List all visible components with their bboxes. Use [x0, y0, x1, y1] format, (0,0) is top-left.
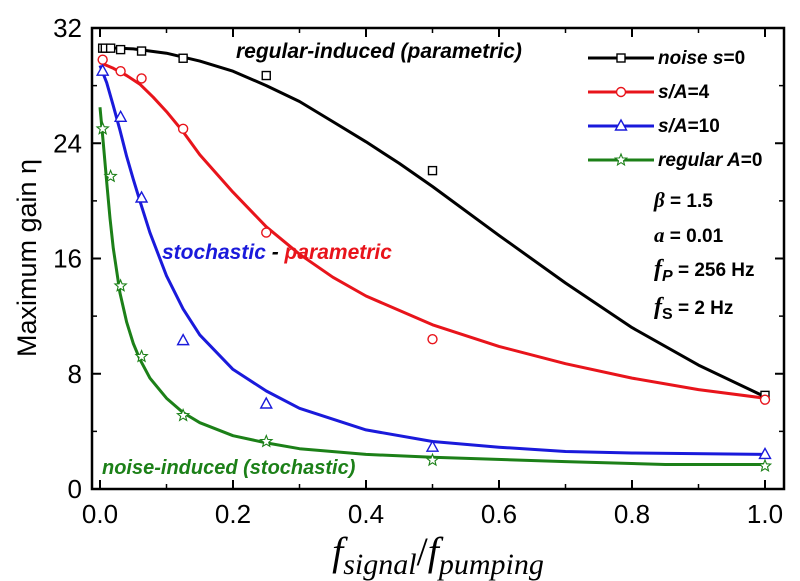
x-tick-label: 0.0 — [82, 499, 118, 529]
y-tick-label: 16 — [53, 244, 82, 274]
parameter-line: fS = 2 Hz — [654, 294, 733, 323]
data-point-3 — [103, 168, 118, 183]
y-tick-label: 32 — [53, 13, 82, 43]
legend-marker — [614, 118, 628, 131]
data-point-3 — [757, 458, 773, 472]
legend: noise s=0 s/A=4 s/A=10 regular A=0 — [588, 48, 762, 171]
annotation-noise-induced: noise-induced (stochastic) — [102, 457, 356, 479]
data-point-1 — [115, 66, 126, 77]
y-tick-label: 24 — [53, 128, 82, 158]
y-tick-label: 8 — [68, 359, 82, 389]
data-point-0 — [115, 44, 126, 55]
data-point-2 — [425, 439, 440, 452]
legend-marker — [615, 86, 627, 98]
annotation-regular-induced: regular-induced (parametric) — [236, 40, 522, 63]
parameter-line: a = 0.01 — [654, 223, 724, 247]
data-point-2 — [259, 396, 273, 409]
data-point-0 — [136, 46, 147, 56]
annotation-stochastic-parametric: stochastic - parametric — [162, 241, 392, 264]
data-point-1 — [136, 73, 147, 84]
legend-label: noise s=0 — [658, 48, 745, 69]
data-point-2 — [95, 63, 110, 76]
data-point-3 — [175, 408, 191, 422]
data-point-3 — [259, 434, 274, 448]
data-point-3 — [113, 278, 128, 292]
x-tick-label: 0.2 — [215, 499, 251, 529]
y-tick-label: 0 — [68, 474, 82, 504]
data-point-0 — [427, 165, 438, 176]
legend-label: regular A=0 — [658, 150, 762, 171]
x-tick-label: 0.8 — [614, 499, 650, 529]
data-point-2 — [134, 190, 149, 203]
series-line-3 — [98, 107, 765, 466]
data-point-0 — [105, 43, 116, 53]
series-line-2 — [98, 64, 766, 456]
legend-marker — [613, 152, 629, 167]
data-point-0 — [261, 70, 271, 81]
series-line-1 — [99, 61, 766, 400]
x-tick-label: 0.6 — [481, 499, 517, 529]
data-point-1 — [177, 123, 189, 135]
data-point-1 — [261, 227, 272, 238]
x-tick-label: 1.0 — [747, 499, 783, 529]
data-point-3 — [134, 349, 149, 363]
data-point-3 — [425, 452, 440, 467]
parameter-line: β = 1.5 — [653, 188, 713, 212]
data-point-2 — [113, 109, 128, 123]
x-axis-label: fsignal/fpumping — [332, 529, 544, 581]
parameter-line: fP = 256 Hz — [654, 256, 755, 285]
legend-label: s/A=4 — [658, 82, 710, 103]
y-axis-label: Maximum gain η — [12, 159, 42, 357]
x-tick-label: 0.4 — [348, 499, 384, 529]
data-point-0 — [178, 53, 188, 63]
legend-label: s/A=10 — [658, 116, 720, 137]
parameters-box: β = 1.5 a = 0.01 fP = 256 Hz fS = 2 Hz — [653, 188, 755, 323]
data-point-1 — [427, 333, 438, 345]
legend-marker — [616, 53, 626, 63]
data-point-3 — [95, 121, 110, 135]
data-point-2 — [176, 333, 190, 346]
data-point-1 — [97, 54, 108, 65]
data-point-1 — [759, 394, 771, 405]
